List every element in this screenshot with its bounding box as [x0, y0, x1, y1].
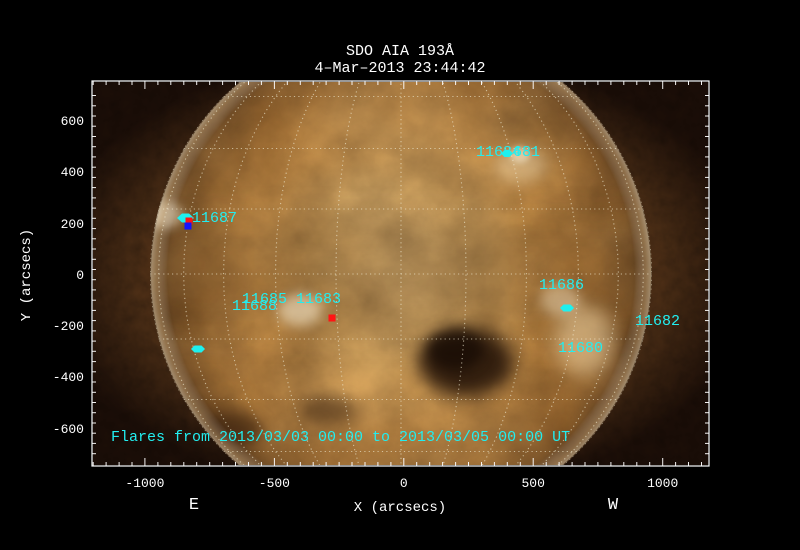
svg-text:681: 681 [513, 144, 540, 161]
svg-text:11683: 11683 [296, 291, 341, 308]
svg-text:11686: 11686 [539, 277, 584, 294]
svg-text:11680: 11680 [558, 340, 603, 357]
svg-text:11687: 11687 [192, 210, 237, 227]
svg-text:E: E [189, 496, 199, 515]
svg-text:W: W [608, 496, 619, 515]
svg-text:X (arcsecs): X (arcsecs) [354, 500, 446, 516]
svg-text:11688: 11688 [232, 298, 277, 315]
svg-text:SDO AIA 193Å: SDO AIA 193Å [346, 43, 454, 60]
svg-text:-400: -400 [53, 370, 84, 385]
svg-text:-600: -600 [53, 422, 84, 437]
svg-text:400: 400 [61, 165, 84, 180]
svg-text:Flares from 2013/03/03 00:00 t: Flares from 2013/03/03 00:00 to 2013/03/… [111, 429, 570, 446]
svg-text:4–Mar–2013 23:44:42: 4–Mar–2013 23:44:42 [314, 60, 485, 77]
svg-text:11682: 11682 [635, 313, 680, 330]
svg-text:-200: -200 [53, 319, 84, 334]
svg-text:500: 500 [521, 476, 544, 491]
svg-text:0: 0 [76, 268, 84, 283]
svg-text:-500: -500 [259, 476, 290, 491]
svg-text:1000: 1000 [647, 476, 678, 491]
svg-text:200: 200 [61, 217, 84, 232]
svg-text:Y (arcsecs): Y (arcsecs) [19, 229, 35, 321]
svg-text:600: 600 [61, 114, 84, 129]
svg-text:0: 0 [400, 476, 408, 491]
svg-text:-1000: -1000 [125, 476, 164, 491]
